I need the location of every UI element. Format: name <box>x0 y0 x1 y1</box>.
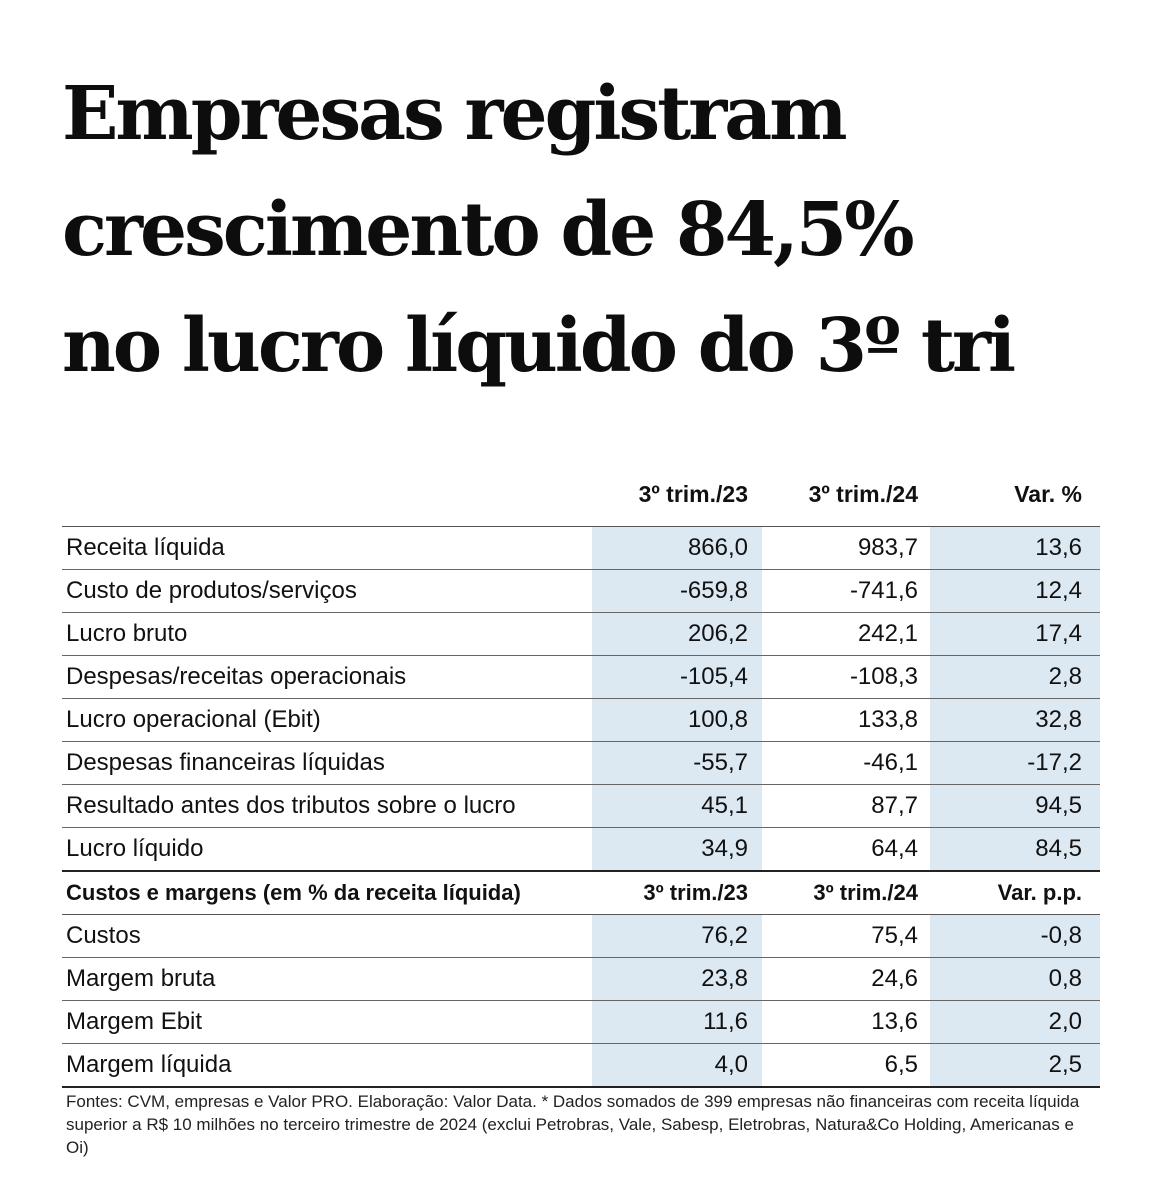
cell-q3-24: 242,1 <box>857 620 918 647</box>
table-header: 3º trim./23 3º trim./24 Var. % <box>62 464 1100 527</box>
source-footnote: Fontes: CVM, empresas e Valor PRO. Elabo… <box>66 1092 1080 1157</box>
cell-var: 17,4 <box>930 613 1100 655</box>
cell-var: 2,8 <box>930 656 1100 698</box>
headline-line-3: no lucro líquido do 3º tri <box>62 303 1016 389</box>
cell-q3-23: 76,2 <box>592 915 762 957</box>
cell-var: -17,2 <box>930 742 1100 784</box>
table-row: Lucro bruto 206,2 242,1 17,4 <box>62 613 1100 656</box>
headline-line-1: Empresas registram <box>62 71 848 157</box>
table-row: Margem bruta 23,8 24,6 0,8 <box>62 958 1100 1001</box>
column-header-var-pct: Var. % <box>1014 481 1082 507</box>
cell-q3-23: 45,1 <box>592 785 762 827</box>
cell-var: -0,8 <box>930 915 1100 957</box>
cell-q3-24: -46,1 <box>863 749 918 776</box>
cell-var: 12,4 <box>930 570 1100 612</box>
table-row: Receita líquida 866,0 983,7 13,6 <box>62 527 1100 570</box>
table-row: Lucro operacional (Ebit) 100,8 133,8 32,… <box>62 699 1100 742</box>
table-row: Custo de produtos/serviços -659,8 -741,6… <box>62 570 1100 613</box>
cell-q3-24: 64,4 <box>871 835 918 862</box>
cell-q3-23: -55,7 <box>592 742 762 784</box>
row-label: Lucro operacional (Ebit) <box>66 706 321 733</box>
table-row: Margem Ebit 11,6 13,6 2,0 <box>62 1001 1100 1044</box>
table-row: Lucro líquido 34,9 64,4 84,5 <box>62 828 1100 872</box>
cell-var: 84,5 <box>930 828 1100 870</box>
cell-q3-24: -108,3 <box>849 663 918 690</box>
row-label: Margem líquida <box>66 1051 232 1078</box>
cell-q3-24: -741,6 <box>849 577 918 604</box>
cell-q3-24: 133,8 <box>857 706 918 733</box>
cell-q3-23: 100,8 <box>592 699 762 741</box>
cell-var: 13,6 <box>930 527 1100 569</box>
row-label: Receita líquida <box>66 534 225 561</box>
cell-q3-23: 23,8 <box>592 958 762 1000</box>
cell-var: 0,8 <box>930 958 1100 1000</box>
cell-var: 2,5 <box>930 1044 1100 1086</box>
column-header-q3-23: 3º trim./23 <box>638 481 748 507</box>
column-header-q3-24: 3º trim./24 <box>808 481 918 507</box>
row-label: Despesas/receitas operacionais <box>66 663 407 690</box>
cell-q3-23: 206,2 <box>592 613 762 655</box>
table-row: Despesas/receitas operacionais -105,4 -1… <box>62 656 1100 699</box>
column-header-q3-24: 3º trim./24 <box>813 880 918 905</box>
headline: Empresas registram crescimento de 84,5% … <box>62 56 1152 404</box>
financial-table: 3º trim./23 3º trim./24 Var. % Receita l… <box>62 464 1100 1088</box>
row-label: Resultado antes dos tributos sobre o luc… <box>66 792 516 819</box>
section-title: Custos e margens (em % da receita líquid… <box>66 880 521 905</box>
section-header-margins: Custos e margens (em % da receita líquid… <box>62 872 1100 915</box>
cell-q3-23: 11,6 <box>592 1001 762 1043</box>
row-label: Custo de produtos/serviços <box>66 577 357 604</box>
cell-q3-24: 983,7 <box>857 534 918 561</box>
row-label: Lucro bruto <box>66 620 188 647</box>
row-label: Despesas financeiras líquidas <box>66 749 385 776</box>
table-row: Resultado antes dos tributos sobre o luc… <box>62 785 1100 828</box>
cell-q3-24: 24,6 <box>871 965 918 992</box>
cell-var: 2,0 <box>930 1001 1100 1043</box>
headline-line-2: crescimento de 84,5% <box>62 187 915 273</box>
cell-q3-23: 34,9 <box>592 828 762 870</box>
row-label: Margem Ebit <box>66 1008 203 1035</box>
cell-q3-24: 6,5 <box>884 1051 918 1078</box>
cell-q3-24: 75,4 <box>871 922 918 949</box>
row-label: Margem bruta <box>66 965 216 992</box>
cell-q3-23: -659,8 <box>592 570 762 612</box>
cell-var: 94,5 <box>930 785 1100 827</box>
cell-q3-23: 866,0 <box>592 527 762 569</box>
header-label-spacer <box>62 508 592 526</box>
table-row: Despesas financeiras líquidas -55,7 -46,… <box>62 742 1100 785</box>
row-label: Custos <box>66 922 141 949</box>
table-row: Margem líquida 4,0 6,5 2,5 <box>62 1044 1100 1088</box>
cell-q3-23: 4,0 <box>592 1044 762 1086</box>
cell-q3-23: -105,4 <box>592 656 762 698</box>
row-label: Lucro líquido <box>66 835 204 862</box>
table-row: Custos 76,2 75,4 -0,8 <box>62 915 1100 958</box>
column-header-var-pp: Var. p.p. <box>997 880 1082 905</box>
cell-var: 32,8 <box>930 699 1100 741</box>
cell-q3-24: 87,7 <box>871 792 918 819</box>
column-header-q3-23: 3º trim./23 <box>643 880 748 905</box>
cell-q3-24: 13,6 <box>871 1008 918 1035</box>
